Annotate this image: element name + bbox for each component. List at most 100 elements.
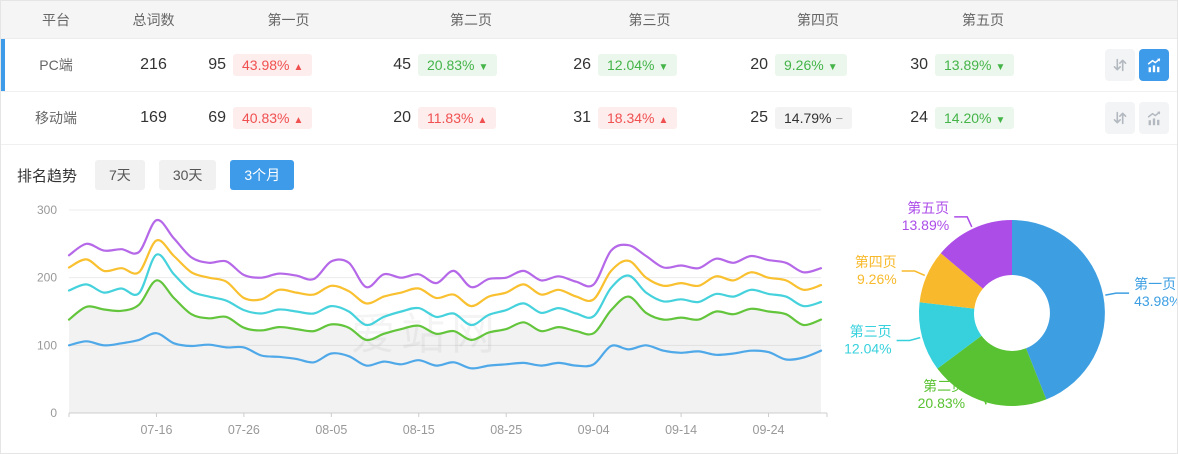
- dash-icon: −: [835, 111, 844, 126]
- series-line-第二页: [67, 279, 823, 342]
- x-axis-tick-label: 09-14: [665, 423, 697, 437]
- donut-label-name: 第五页: [907, 200, 949, 216]
- label-leader-line: [954, 216, 973, 228]
- donut-slice-第二页[interactable]: [937, 335, 1047, 406]
- down-triangle-icon: ▼: [827, 62, 838, 73]
- page1-percent-badge: 40.83% ▲: [233, 107, 313, 129]
- page3-cell: 31 18.34% ▲: [561, 107, 738, 129]
- page5-percent-badge: 14.20% ▼: [935, 107, 1015, 129]
- rank-trend-line-chart[interactable]: 0 100 200 300 爱站网 07-16 07-26 08-05 08-15 08-25 09…: [1, 191, 834, 453]
- page1-count: 69: [208, 109, 226, 126]
- x-axis-tick-label: 07-26: [228, 423, 260, 437]
- donut-label-percent: 43.98%: [1134, 293, 1178, 309]
- down-triangle-icon: ▼: [658, 62, 669, 73]
- column-header-page1: 第一页: [267, 11, 310, 28]
- page1-cell: 95 43.98% ▲: [196, 54, 381, 76]
- donut-slice-第三页[interactable]: [918, 302, 982, 369]
- donut-slice-第五页[interactable]: [940, 220, 1012, 289]
- page2-percent-badge: 11.83% ▲: [418, 107, 497, 129]
- total-words-value: 216: [140, 56, 167, 73]
- donut-slice-第四页[interactable]: [919, 253, 983, 309]
- column-header-page3: 第三页: [628, 11, 671, 28]
- down-triangle-icon: ▼: [995, 115, 1006, 126]
- page5-count: 30: [910, 56, 928, 73]
- donut-label-name: 第三页: [850, 324, 892, 340]
- x-axis-tick-label: 07-16: [140, 423, 172, 437]
- label-leader-line: [970, 394, 987, 405]
- page4-count: 25: [750, 109, 768, 126]
- donut-label-percent: 9.26%: [857, 271, 897, 287]
- series-line-第三页: [67, 253, 823, 327]
- series-line-第一页: [67, 332, 823, 370]
- series-area-fill: [69, 280, 821, 413]
- page4-percent-badge: 14.79% −: [775, 107, 853, 129]
- series-line-第五页: [67, 218, 823, 289]
- page3-count: 31: [573, 109, 591, 126]
- page5-count: 24: [910, 109, 928, 126]
- label-leader-line: [896, 336, 921, 342]
- page3-percent-badge: 18.34% ▲: [598, 107, 678, 129]
- up-triangle-icon: ▲: [477, 115, 488, 126]
- table-row-pc[interactable]: PC端 216 95 43.98% ▲ 45 20.83% ▼ 26 12.04% ▼…: [1, 39, 1177, 92]
- row-actions: [1068, 102, 1177, 134]
- page4-cell: 20 9.26% ▼: [738, 54, 898, 76]
- sort-button[interactable]: [1105, 102, 1135, 134]
- page2-percent-badge: 20.83% ▼: [418, 54, 498, 76]
- donut-label-name: 第二页: [923, 378, 965, 394]
- page5-cell: 30 13.89% ▼: [898, 54, 1068, 76]
- label-leader-line: [901, 270, 926, 277]
- table-header-row: 平台 总词数 第一页 第二页 第三页 第四页 第五页: [1, 1, 1177, 39]
- page2-cell: 20 11.83% ▲: [381, 107, 561, 129]
- page1-count: 95: [208, 56, 226, 73]
- range-tabs: 7天 30天 3个月: [95, 160, 308, 190]
- x-axis-tick-label: 09-04: [578, 423, 610, 437]
- page2-cell: 45 20.83% ▼: [381, 54, 561, 76]
- range-tab-7天[interactable]: 7天: [95, 160, 145, 190]
- row-actions: [1068, 49, 1177, 81]
- sort-arrows-icon: [1113, 58, 1127, 72]
- page3-cell: 26 12.04% ▼: [561, 54, 738, 76]
- total-words-value: 169: [140, 109, 167, 126]
- donut-label-percent: 20.83%: [918, 395, 965, 411]
- down-triangle-icon: ▼: [995, 62, 1006, 73]
- page-share-donut-chart[interactable]: 第一页 43.98% 第二页 20.83% 第三页 12.04% 第四页 9.26% 第五页 13…: [834, 191, 1178, 453]
- trend-chart-icon: [1147, 111, 1161, 126]
- donut-label-percent: 13.89%: [902, 217, 949, 233]
- table-body: PC端 216 95 43.98% ▲ 45 20.83% ▼ 26 12.04% ▼…: [1, 39, 1177, 145]
- page5-cell: 24 14.20% ▼: [898, 107, 1068, 129]
- up-triangle-icon: ▲: [293, 62, 304, 73]
- page5-percent-badge: 13.89% ▼: [935, 54, 1015, 76]
- column-header-total: 总词数: [132, 11, 175, 28]
- page4-percent-badge: 9.26% ▼: [775, 54, 847, 76]
- show-chart-button[interactable]: [1139, 49, 1169, 81]
- page4-cell: 25 14.79% −: [738, 107, 898, 129]
- y-axis-tick-label: 0: [50, 406, 57, 420]
- donut-slice-第一页[interactable]: [1012, 220, 1105, 400]
- label-leader-line: [1105, 292, 1130, 296]
- sort-button[interactable]: [1105, 49, 1135, 81]
- show-chart-button[interactable]: [1139, 102, 1169, 134]
- watermark: 爱站网: [351, 310, 501, 359]
- range-tab-3个月[interactable]: 3个月: [230, 160, 295, 190]
- donut-label-name: 第一页: [1134, 276, 1176, 292]
- y-axis-tick-label: 100: [37, 338, 57, 352]
- platform-label: PC端: [39, 57, 73, 73]
- series-line-第四页: [67, 239, 823, 308]
- up-triangle-icon: ▲: [658, 115, 669, 126]
- platform-label: 移动端: [35, 110, 77, 126]
- page2-count: 45: [393, 56, 411, 73]
- y-axis-tick-label: 300: [37, 203, 57, 217]
- trend-chart-icon: [1147, 58, 1161, 73]
- x-axis-tick-label: 08-15: [403, 423, 435, 437]
- down-triangle-icon: ▼: [478, 62, 489, 73]
- trend-title: 排名趋势: [17, 167, 78, 185]
- column-header-page5: 第五页: [962, 11, 1004, 28]
- table-row-mobile[interactable]: 移动端 169 69 40.83% ▲ 20 11.83% ▲ 31 18.34% ▲…: [1, 92, 1177, 145]
- range-tab-30天[interactable]: 30天: [158, 160, 217, 190]
- trend-toolbar: 排名趋势 7天 30天 3个月: [1, 145, 1177, 191]
- donut-label-name: 第四页: [855, 254, 897, 270]
- charts-area: 0 100 200 300 爱站网 07-16 07-26 08-05 08-15 08-25 09…: [1, 191, 1178, 453]
- x-axis-tick-label: 08-25: [490, 423, 522, 437]
- page1-cell: 69 40.83% ▲: [196, 107, 381, 129]
- page4-count: 20: [750, 56, 768, 73]
